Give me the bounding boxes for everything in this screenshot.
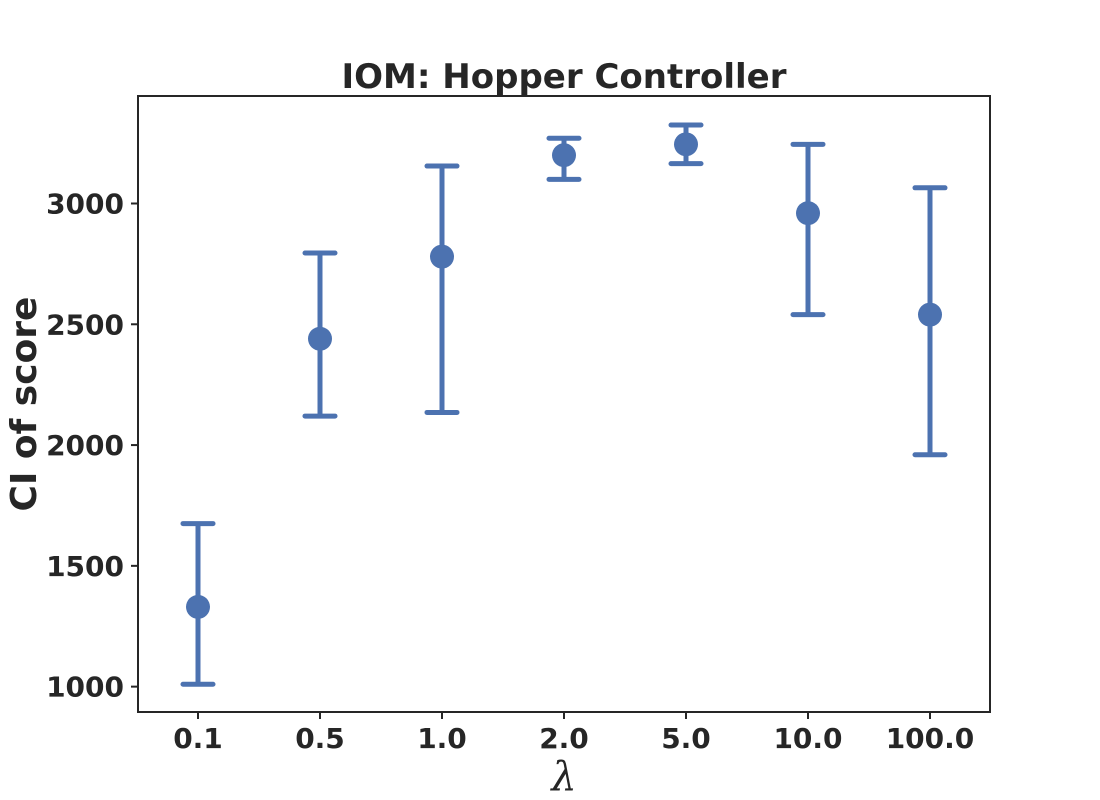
- data-marks: [180, 122, 948, 687]
- data-point: [308, 326, 332, 351]
- x-axis-label: λ: [549, 754, 576, 800]
- x-tick-label: 1.0: [417, 722, 467, 755]
- error-bar-group: [790, 141, 826, 318]
- data-point: [186, 594, 210, 619]
- data-point: [674, 132, 698, 157]
- x-tick-label: 2.0: [539, 722, 589, 755]
- data-point: [552, 143, 576, 168]
- error-bar-group: [302, 250, 338, 419]
- error-bar-group: [546, 135, 582, 182]
- y-tick-label: 1500: [46, 550, 124, 583]
- y-axis: 1000 1500 2000 2500 3000: [46, 187, 138, 704]
- x-tick-label: 10.0: [773, 722, 842, 755]
- y-tick-label: 1000: [46, 671, 124, 704]
- data-point: [918, 302, 942, 327]
- chart-title: IOM: Hopper Controller: [341, 57, 786, 97]
- data-point: [430, 244, 454, 269]
- y-tick-label: 2000: [46, 429, 124, 462]
- error-bar-group: [424, 163, 460, 415]
- x-tick-label: 0.5: [295, 722, 345, 755]
- x-tick-label: 100.0: [886, 722, 975, 755]
- error-bar-group: [912, 185, 948, 458]
- x-tick-label: 5.0: [661, 722, 711, 755]
- error-bar-group: [180, 521, 216, 687]
- error-bar-group: [668, 122, 704, 167]
- y-tick-label: 3000: [46, 187, 124, 220]
- data-point: [796, 201, 820, 226]
- x-tick-label: 0.1: [173, 722, 223, 755]
- x-axis: 0.1 0.5 1.0 2.0 5.0 10.0 100.0: [173, 712, 974, 755]
- y-tick-label: 2500: [46, 308, 124, 341]
- y-axis-label: CI of score: [4, 297, 45, 512]
